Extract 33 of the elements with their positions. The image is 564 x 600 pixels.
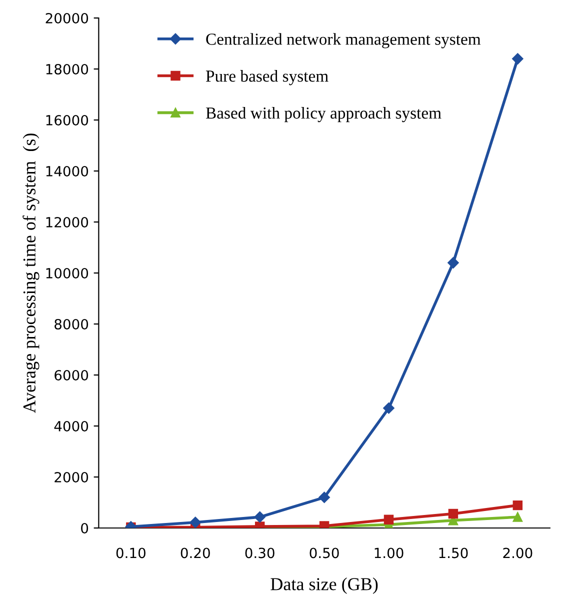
- point: [383, 402, 394, 414]
- point: [190, 516, 201, 528]
- x-tick-label: 0.10: [116, 548, 146, 558]
- x-tick-label: 0.30: [245, 548, 274, 558]
- point: [384, 514, 394, 524]
- x-tick-label: 0.20: [180, 548, 210, 558]
- point: [512, 500, 523, 510]
- y-axis-title: Average processing time of system (s): [22, 134, 40, 414]
- y-tick-label: 16000: [46, 114, 88, 126]
- point: [254, 511, 266, 523]
- y-tick-label: 4000: [54, 420, 88, 432]
- y-tick-label: 10000: [46, 268, 88, 278]
- y-tick-label: 12000: [46, 216, 88, 228]
- point: [318, 492, 330, 504]
- y-tick-label: 18000: [46, 64, 88, 74]
- legend-label: Based with policy approach system: [206, 106, 442, 122]
- point: [448, 508, 458, 519]
- point: [448, 257, 459, 268]
- x-tick-label: 1.50: [439, 548, 468, 558]
- y-tick-label: 20000: [46, 12, 88, 24]
- point: [512, 53, 524, 64]
- y-tick-label: 0: [81, 522, 88, 534]
- point: [512, 512, 523, 522]
- x-tick-label: 1.00: [374, 548, 404, 558]
- legend-label: Centralized network management system: [206, 33, 481, 48]
- x-axis-title: Data size (GB): [270, 578, 378, 594]
- y-tick-label: 2000: [54, 472, 88, 482]
- legend-label: Pure based system: [206, 70, 328, 86]
- y-tick-label: 8000: [54, 318, 88, 330]
- y-tick-label: 14000: [46, 166, 88, 176]
- x-tick-label: 0.50: [310, 548, 339, 558]
- x-tick-label: 2.00: [503, 548, 532, 558]
- y-tick-label: 6000: [54, 370, 88, 380]
